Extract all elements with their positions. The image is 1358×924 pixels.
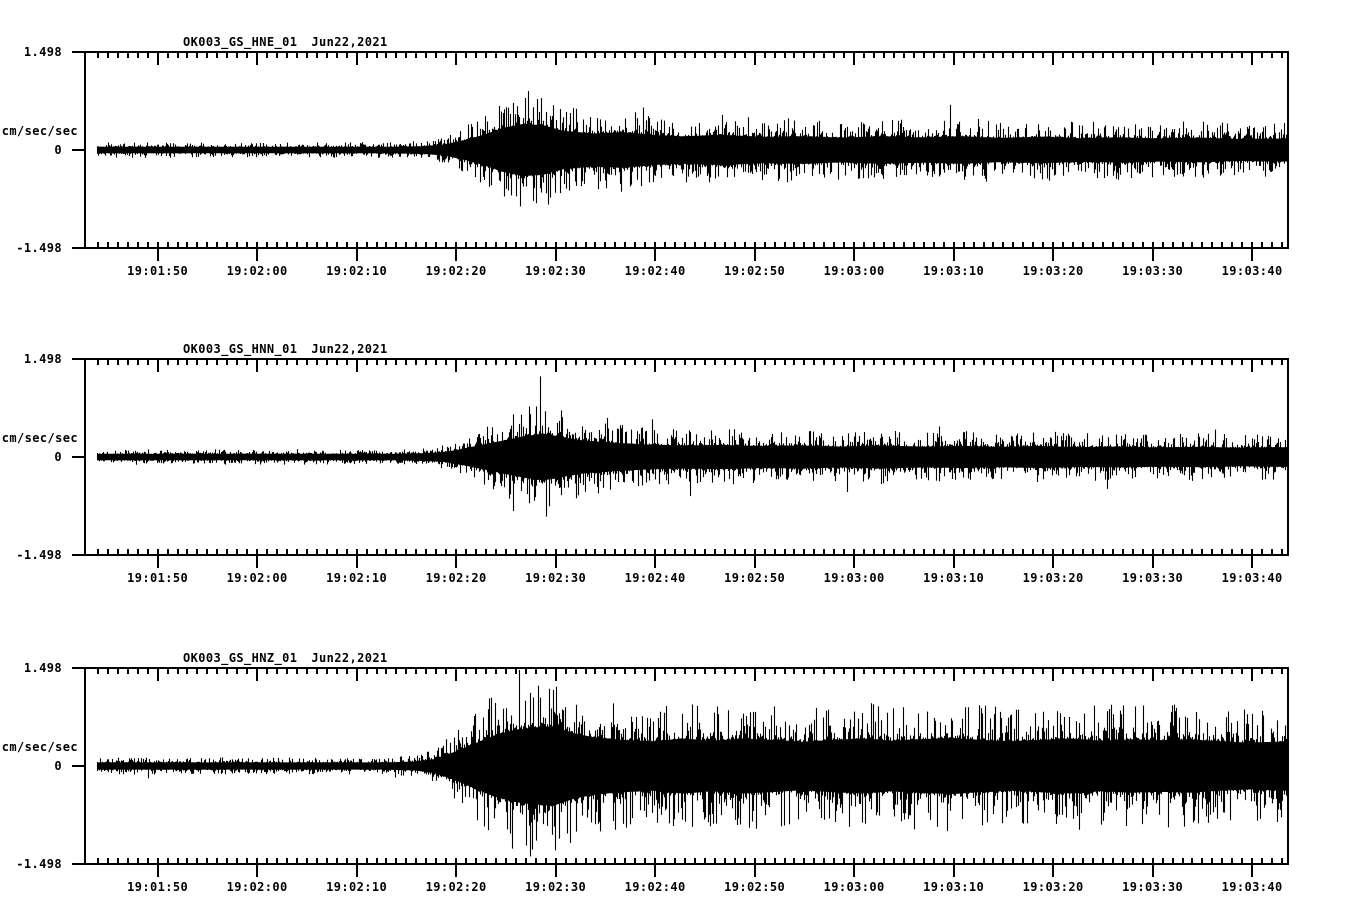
x-tick-label: 19:03:40 — [1221, 880, 1283, 894]
seismic-waveform — [96, 670, 1289, 857]
x-tick-label: 19:03:20 — [1022, 880, 1084, 894]
x-tick-label: 19:02:10 — [326, 264, 388, 278]
x-tick-label: 19:03:30 — [1122, 571, 1184, 585]
x-axis-labels: 19:01:50 19:02:00 19:02:10 19:02:20 19:0… — [0, 571, 1358, 587]
station-channel-label: OK003_GS_HNE_01 — [183, 35, 298, 49]
x-tick-label: 19:03:10 — [923, 264, 985, 278]
x-tick-label: 19:02:00 — [226, 264, 288, 278]
seismic-waveform — [96, 376, 1289, 517]
x-tick-label: 19:03:30 — [1122, 264, 1184, 278]
x-tick-label: 19:02:20 — [425, 571, 487, 585]
axis-box — [84, 358, 1289, 556]
y-max-tick-label: 1.498 — [23, 352, 62, 366]
y-axis-unit-label: cm/sec/sec — [1, 124, 78, 138]
x-tick-label: 19:03:00 — [823, 571, 885, 585]
x-tick-label: 19:02:50 — [724, 264, 786, 278]
trace-group-OK003_GS_HNE_01 — [72, 51, 1289, 261]
y-min-tick-label: -1.498 — [16, 857, 62, 871]
x-tick-label: 19:02:30 — [525, 880, 587, 894]
x-tick-label: 19:03:20 — [1022, 264, 1084, 278]
chart-title: OK003_GS_HNE_01 Jun22,2021 — [183, 35, 388, 49]
x-tick-label: 19:01:50 — [127, 264, 189, 278]
axis-box — [84, 667, 1289, 865]
station-channel-label: OK003_GS_HNZ_01 — [183, 651, 298, 665]
x-tick-label: 19:02:50 — [724, 571, 786, 585]
x-tick-label: 19:01:50 — [127, 571, 189, 585]
x-tick-label: 19:03:20 — [1022, 571, 1084, 585]
x-tick-label: 19:02:50 — [724, 880, 786, 894]
x-tick-label: 19:03:40 — [1221, 264, 1283, 278]
date-label: Jun22,2021 — [311, 342, 388, 356]
y-max-tick-label: 1.498 — [23, 661, 62, 675]
x-tick-label: 19:02:10 — [326, 571, 388, 585]
x-tick-label: 19:02:40 — [624, 264, 686, 278]
x-tick-label: 19:02:20 — [425, 880, 487, 894]
trace-group-OK003_GS_HNZ_01 — [72, 667, 1289, 877]
date-label: Jun22,2021 — [311, 35, 388, 49]
x-axis-labels: 19:01:50 19:02:00 19:02:10 19:02:20 19:0… — [0, 880, 1358, 896]
y-zero-tick-label: 0 — [54, 450, 62, 464]
date-label: Jun22,2021 — [311, 651, 388, 665]
y-min-tick-label: -1.498 — [16, 548, 62, 562]
x-tick-label: 19:02:00 — [226, 571, 288, 585]
chart-title: OK003_GS_HNN_01 Jun22,2021 — [183, 342, 388, 356]
axis-box — [84, 51, 1289, 249]
axis-ticks — [72, 51, 1283, 261]
x-tick-label: 19:02:10 — [326, 880, 388, 894]
x-axis-labels: 19:01:50 19:02:00 19:02:10 19:02:20 19:0… — [0, 264, 1358, 280]
x-tick-label: 19:03:00 — [823, 880, 885, 894]
y-zero-tick-label: 0 — [54, 759, 62, 773]
x-tick-label: 19:02:30 — [525, 264, 587, 278]
x-tick-label: 19:02:00 — [226, 880, 288, 894]
x-tick-label: 19:03:10 — [923, 571, 985, 585]
seismic-waveform — [96, 91, 1289, 207]
y-zero-tick-label: 0 — [54, 143, 62, 157]
y-max-tick-label: 1.498 — [23, 45, 62, 59]
x-tick-label: 19:03:10 — [923, 880, 985, 894]
x-tick-label: 19:02:30 — [525, 571, 587, 585]
trace-group-OK003_GS_HNN_01 — [72, 358, 1289, 568]
y-min-tick-label: -1.498 — [16, 241, 62, 255]
axis-ticks — [72, 667, 1283, 877]
x-tick-label: 19:02:20 — [425, 264, 487, 278]
chart-title: OK003_GS_HNZ_01 Jun22,2021 — [183, 651, 388, 665]
x-tick-label: 19:03:00 — [823, 264, 885, 278]
station-channel-label: OK003_GS_HNN_01 — [183, 342, 298, 356]
y-axis-unit-label: cm/sec/sec — [1, 431, 78, 445]
x-tick-label: 19:01:50 — [127, 880, 189, 894]
x-tick-label: 19:03:40 — [1221, 571, 1283, 585]
x-tick-label: 19:02:40 — [624, 571, 686, 585]
x-tick-label: 19:02:40 — [624, 880, 686, 894]
axis-ticks — [72, 358, 1283, 568]
y-axis-unit-label: cm/sec/sec — [1, 740, 78, 754]
x-tick-label: 19:03:30 — [1122, 880, 1184, 894]
